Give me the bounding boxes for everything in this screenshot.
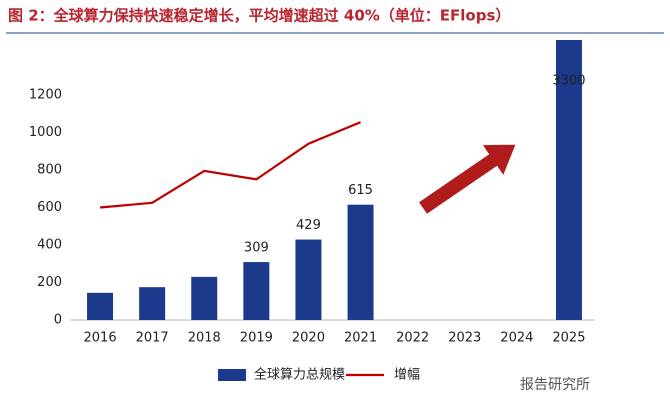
x-tick-label: 2024 <box>500 331 533 346</box>
plot-area <box>87 40 582 320</box>
x-tick-label: 2020 <box>292 331 325 346</box>
value-label: 429 <box>296 218 321 233</box>
bar <box>555 40 582 320</box>
y-tick-label: 800 <box>37 163 62 178</box>
bar <box>347 204 374 320</box>
x-tick-label: 2021 <box>344 331 377 346</box>
x-tick-label: 2022 <box>396 331 429 346</box>
bar <box>139 287 166 320</box>
value-label: 3300 <box>552 74 585 89</box>
line <box>99 121 361 209</box>
x-tick-label: 2025 <box>552 331 585 346</box>
trend-arrow <box>419 144 516 214</box>
y-tick-label: 200 <box>37 275 62 290</box>
legend-swatch <box>218 369 246 381</box>
y-tick-label: 400 <box>37 238 62 253</box>
x-tick-label: 2018 <box>188 331 221 346</box>
y-tick-label: 1200 <box>29 88 62 103</box>
legend-label: 增幅 <box>394 368 420 383</box>
bar <box>243 262 270 320</box>
chart-title: 图 2：全球算力保持快速稳定增长，平均增速超过 40%（单位：EFlops） <box>8 7 510 25</box>
value-label: 309 <box>244 241 269 256</box>
y-tick-label: 1000 <box>29 125 62 140</box>
x-tick-label: 2017 <box>136 331 169 346</box>
value-label: 615 <box>348 183 373 198</box>
y-tick-label: 0 <box>54 313 62 328</box>
y-tick-label: 600 <box>37 200 62 215</box>
bar <box>295 239 322 320</box>
bar <box>87 292 114 320</box>
x-tick-label: 2016 <box>84 331 117 346</box>
watermark: 报告研究所 <box>520 377 590 393</box>
bar <box>191 276 218 320</box>
legend-label: 全球算力总规模 <box>254 367 345 383</box>
x-tick-label: 2019 <box>240 331 273 346</box>
x-tick-label: 2023 <box>448 331 481 346</box>
